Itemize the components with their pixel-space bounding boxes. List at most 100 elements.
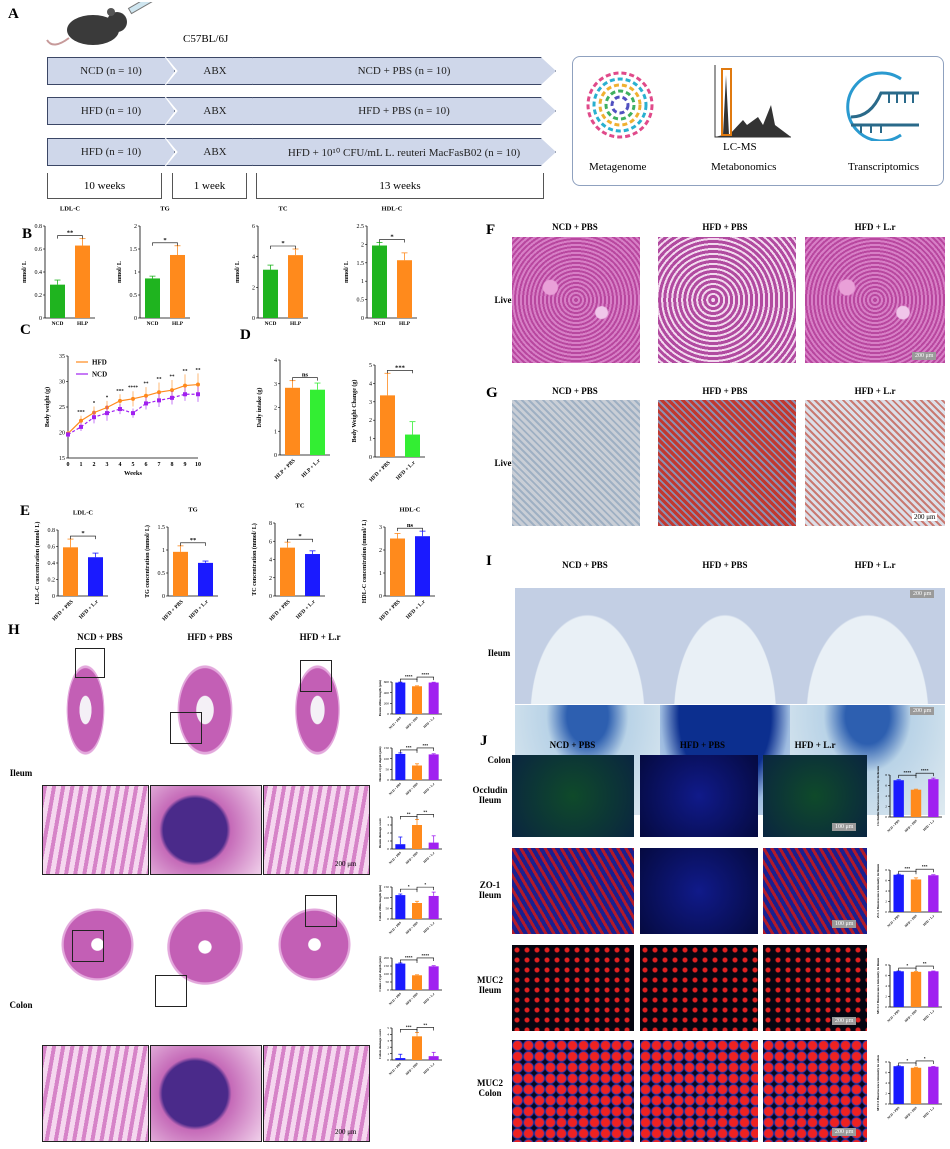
- x-tick-label: 6: [145, 462, 148, 468]
- data-point: [92, 415, 96, 420]
- significance-bracket: [180, 542, 206, 546]
- bar: [910, 1067, 922, 1104]
- chart-e-hdl: 0 1 2 3 HDL-C concentration (mmol/ L) HDL-C HF…: [361, 506, 435, 622]
- x-tick-label: NCD + PBS: [388, 921, 402, 935]
- significance-label: **: [144, 382, 150, 387]
- legend-label: NCD: [92, 371, 107, 379]
- panel-label-g: G: [486, 385, 498, 401]
- row-label-liver: Liver: [494, 295, 516, 305]
- y-tick-label: 200: [384, 956, 390, 960]
- zoom-box: [155, 975, 187, 1007]
- if-muc2-colon-lr: [763, 1040, 867, 1142]
- significance-bracket: [915, 868, 934, 873]
- chart-svg: 0 1 2 3 4 5 Colon damage score NCD + PBS HFD + P…: [378, 1023, 442, 1076]
- significance-bracket: [57, 235, 83, 239]
- y-tick-label: 150: [384, 885, 390, 889]
- data-point: [118, 407, 122, 412]
- y-axis-label: mmol/ L: [22, 261, 28, 283]
- if-muc2-ileum-lr: [763, 945, 867, 1031]
- chart-svg: 0 0.2 0.4 0.6 0.8 mmol/ L LDL-C NCD HLP **: [22, 205, 95, 327]
- row-label-muc2-ileum: MUC2 Ileum: [477, 975, 503, 995]
- y-tick-label: 0: [379, 594, 382, 600]
- y-tick-label: 0: [162, 594, 165, 600]
- significance-bracket: [292, 377, 318, 381]
- col-header-hfd: HFD + PBS: [679, 740, 726, 750]
- panel-label-b: B: [22, 226, 33, 242]
- col-header-ncd: NCD + PBS: [552, 222, 598, 232]
- x-tick-label: HFD + PBS: [405, 716, 419, 730]
- col-header-hfd: HFD + PBS: [187, 632, 233, 642]
- x-tick-label: HFD + L.r: [423, 1062, 436, 1075]
- chart-title: LDL-C: [60, 205, 81, 212]
- x-tick-label: 2: [93, 462, 96, 468]
- y-tick-label: 1: [369, 437, 372, 443]
- chart-title: HDL-C: [400, 506, 421, 513]
- y-tick-label: 0: [885, 1102, 887, 1106]
- y-tick-label: 1.5: [357, 261, 365, 267]
- y-tick-label: 0.4: [48, 561, 56, 567]
- significance-label: ****: [128, 386, 139, 391]
- arrow-ncd-pre: NCD (n = 10): [47, 57, 175, 85]
- bar: [288, 255, 303, 318]
- bar: [285, 387, 300, 455]
- if-muc2-colon-ncd: [512, 1040, 634, 1142]
- significance-bracket: [898, 774, 917, 779]
- scale-bar: 200 μm: [335, 860, 357, 868]
- chart-title: TG: [188, 506, 197, 513]
- y-tick-label: 5: [369, 363, 372, 369]
- bar: [893, 874, 904, 912]
- chart-svg: 0 2 4 6 8 ZO-1 fluorescence intensity in ileu…: [876, 864, 942, 928]
- row-label-liver: Liver: [494, 458, 516, 468]
- micrograph-he-colon-ncd: [45, 892, 150, 997]
- chart-title: TC: [295, 502, 304, 509]
- significance-bracket: [898, 1062, 917, 1066]
- significance-bracket: [397, 527, 423, 532]
- significance-label: ***: [422, 744, 428, 748]
- x-tick-label: HFD + PBS: [405, 992, 419, 1006]
- significance-label: **: [423, 810, 427, 814]
- y-tick-label: 1.5: [130, 247, 138, 253]
- significance-bracket: [70, 535, 96, 540]
- x-tick-label: 5: [132, 462, 135, 468]
- chart-b-hdl: 0 0.5 1 1.5 2 2.5 mmol/ L HDL-C NCD HLP *: [344, 205, 417, 327]
- metabonomics-label: Metabonomics: [711, 161, 777, 173]
- bar: [928, 971, 939, 1007]
- y-axis-label: TG concentration (mmol/ L): [144, 525, 151, 598]
- significance-label: **: [196, 368, 202, 373]
- x-tick-label: HFD + L.r: [423, 716, 436, 729]
- bar: [428, 842, 439, 849]
- chart-h-colon-villus: 0 50 100 150 Colon villus length (μm) NCD + P…: [378, 883, 442, 935]
- chart-d-daily-intake: 0 1 2 3 4 Daily intake (g) HLP + PBS HLP + L.r n…: [256, 358, 330, 481]
- duration-13-weeks: 13 weeks: [256, 173, 544, 199]
- y-tick-label: 1: [274, 429, 277, 435]
- y-tick-label: 4: [274, 358, 277, 364]
- lcms-label: LC-MS: [723, 141, 757, 153]
- arrow-ncd-pbs: NCD + PBS (n = 10): [252, 57, 556, 85]
- significance-label: ns: [407, 522, 414, 529]
- bar: [928, 779, 939, 817]
- bar: [415, 536, 430, 596]
- y-tick-label: 8: [885, 963, 887, 967]
- x-tick-label: HLP: [172, 321, 184, 327]
- bar: [428, 754, 439, 780]
- bar: [412, 825, 422, 849]
- col-header-ncd: NCD + PBS: [549, 740, 596, 750]
- data-point: [131, 396, 135, 401]
- y-tick-label: 6: [252, 224, 255, 230]
- y-tick-label: 2: [885, 805, 887, 809]
- transcriptomics-label: Transcriptomics: [848, 161, 920, 173]
- scale-bar: 200 μm: [832, 1128, 857, 1136]
- x-tick-label: HFD + PBS: [268, 599, 291, 622]
- chart-svg: 0 2 4 6 8 MUC2 fluorescence intensity in ileu…: [876, 958, 942, 1023]
- chart-h-ileum-damage: 0 1 2 3 4 Ileum damage score NCD + PBS HFD + PB…: [378, 810, 442, 865]
- x-tick-label: HFD + L.r: [423, 782, 436, 795]
- y-axis-label: Colon damage score: [378, 1029, 382, 1060]
- micrograph-he-ileum-lr: [285, 645, 350, 775]
- significance-label: ***: [77, 411, 85, 416]
- significance-label: *: [424, 883, 426, 887]
- y-tick-label: 0: [387, 712, 389, 716]
- y-tick-label: 6: [269, 539, 272, 545]
- arrow-hfd-lr: HFD + 10¹⁰ CFU/mL L. reuteri MacFasB02 (…: [252, 138, 556, 166]
- y-tick-label: 4: [269, 558, 272, 564]
- y-tick-label: 3: [379, 525, 382, 531]
